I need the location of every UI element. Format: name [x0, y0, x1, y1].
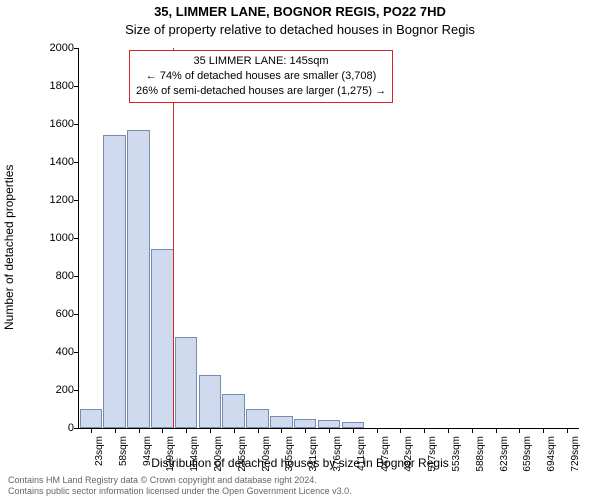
xtick-label: 553sqm	[451, 436, 462, 472]
histogram-bar	[151, 249, 174, 428]
histogram-bar	[270, 416, 293, 428]
histogram-bar	[80, 409, 103, 428]
chart-title-line2: Size of property relative to detached ho…	[0, 22, 600, 37]
reference-line	[173, 48, 174, 428]
histogram-bar	[246, 409, 269, 428]
footer-attribution: Contains HM Land Registry data © Crown c…	[8, 475, 352, 498]
xtick-mark	[258, 428, 259, 433]
ytick-mark	[74, 238, 79, 239]
ytick-mark	[74, 390, 79, 391]
xtick-label: 659sqm	[522, 436, 533, 472]
footer-line1: Contains HM Land Registry data © Crown c…	[8, 475, 352, 486]
ytick-label: 400	[24, 346, 74, 358]
xtick-label: 588sqm	[475, 436, 486, 472]
xtick-label: 270sqm	[261, 436, 272, 472]
xtick-mark	[305, 428, 306, 433]
histogram-bar	[342, 422, 365, 428]
ytick-label: 0	[24, 422, 74, 434]
ytick-label: 1000	[24, 232, 74, 244]
histogram-bar	[318, 420, 341, 428]
annotation-line: 35 LIMMER LANE: 145sqm	[136, 54, 386, 69]
xtick-label: 200sqm	[213, 436, 224, 472]
xtick-mark	[139, 428, 140, 433]
xtick-mark	[210, 428, 211, 433]
xtick-label: 129sqm	[165, 436, 176, 472]
ytick-label: 800	[24, 270, 74, 282]
xtick-label: 376sqm	[332, 436, 343, 472]
xtick-label: 305sqm	[284, 436, 295, 472]
x-axis-label: Distribution of detached houses by size …	[0, 456, 600, 470]
xtick-mark	[543, 428, 544, 433]
xtick-mark	[162, 428, 163, 433]
xtick-mark	[377, 428, 378, 433]
property-size-histogram: 35, LIMMER LANE, BOGNOR REGIS, PO22 7HD …	[0, 0, 600, 500]
xtick-mark	[400, 428, 401, 433]
xtick-label: 447sqm	[380, 436, 391, 472]
histogram-bar	[199, 375, 222, 428]
ytick-mark	[74, 428, 79, 429]
xtick-mark	[186, 428, 187, 433]
xtick-mark	[353, 428, 354, 433]
xtick-label: 235sqm	[237, 436, 248, 472]
xtick-mark	[234, 428, 235, 433]
xtick-label: 164sqm	[189, 436, 200, 472]
xtick-mark	[281, 428, 282, 433]
annotation-line: 26% of semi-detached houses are larger (…	[136, 84, 386, 99]
ytick-label: 2000	[24, 42, 74, 54]
xtick-label: 729sqm	[570, 436, 581, 472]
footer-line2: Contains public sector information licen…	[8, 486, 352, 497]
xtick-label: 694sqm	[546, 436, 557, 472]
xtick-mark	[496, 428, 497, 433]
ytick-mark	[74, 352, 79, 353]
ytick-label: 200	[24, 384, 74, 396]
ytick-label: 600	[24, 308, 74, 320]
xtick-mark	[448, 428, 449, 433]
ytick-label: 1600	[24, 118, 74, 130]
xtick-label: 94sqm	[142, 436, 153, 466]
xtick-mark	[472, 428, 473, 433]
xtick-mark	[567, 428, 568, 433]
annotation-box: 35 LIMMER LANE: 145sqm← 74% of detached …	[129, 50, 393, 103]
ytick-mark	[74, 314, 79, 315]
y-axis-label: Number of detached properties	[2, 165, 16, 330]
xtick-label: 23sqm	[94, 436, 105, 466]
xtick-mark	[329, 428, 330, 433]
ytick-mark	[74, 276, 79, 277]
ytick-mark	[74, 162, 79, 163]
xtick-label: 341sqm	[308, 436, 319, 472]
xtick-label: 58sqm	[118, 436, 129, 466]
xtick-mark	[115, 428, 116, 433]
ytick-mark	[74, 124, 79, 125]
chart-title-line1: 35, LIMMER LANE, BOGNOR REGIS, PO22 7HD	[0, 4, 600, 19]
xtick-label: 517sqm	[427, 436, 438, 472]
annotation-line: ← 74% of detached houses are smaller (3,…	[136, 69, 386, 84]
xtick-mark	[519, 428, 520, 433]
xtick-label: 411sqm	[356, 436, 367, 471]
xtick-mark	[91, 428, 92, 433]
plot-area: 35 LIMMER LANE: 145sqm← 74% of detached …	[78, 48, 579, 429]
ytick-label: 1400	[24, 156, 74, 168]
xtick-label: 482sqm	[403, 436, 414, 472]
histogram-bar	[175, 337, 198, 428]
histogram-bar	[222, 394, 245, 428]
histogram-bar	[294, 419, 317, 428]
xtick-mark	[424, 428, 425, 433]
histogram-bar	[103, 135, 126, 428]
xtick-label: 623sqm	[499, 436, 510, 472]
histogram-bar	[127, 130, 150, 428]
ytick-mark	[74, 86, 79, 87]
ytick-mark	[74, 48, 79, 49]
ytick-label: 1800	[24, 80, 74, 92]
ytick-label: 1200	[24, 194, 74, 206]
ytick-mark	[74, 200, 79, 201]
